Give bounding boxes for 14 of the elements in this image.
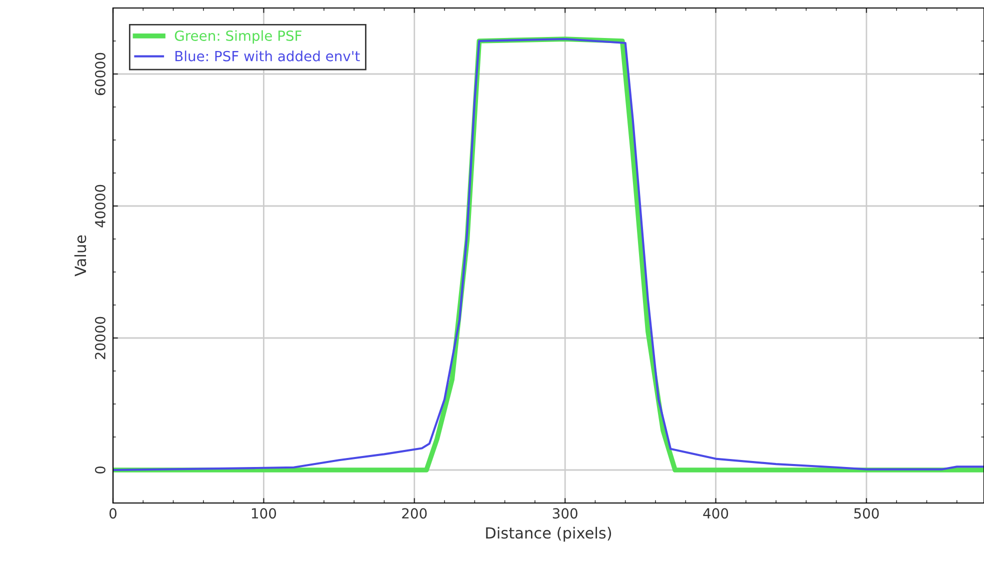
y-tick-label: 60000 xyxy=(94,52,106,96)
y-axis-title: Value xyxy=(74,235,86,276)
x-tick-label: 400 xyxy=(703,508,728,519)
x-tick-label: 0 xyxy=(109,508,116,519)
x-tick-label: 100 xyxy=(252,508,276,519)
x-axis-title: Distance (pixels) xyxy=(486,526,612,542)
x-tick-label: 300 xyxy=(552,508,578,519)
y-tick-label: 0 xyxy=(94,466,106,474)
x-tick-label: 200 xyxy=(402,508,427,519)
y-tick-label: 40000 xyxy=(94,184,106,228)
x-tick-label: 500 xyxy=(854,508,879,519)
legend-label: Blue: PSF with added env't xyxy=(175,50,360,62)
legend-label: Green: Simple PSF xyxy=(174,30,302,44)
y-tick-label: 20000 xyxy=(94,316,106,360)
